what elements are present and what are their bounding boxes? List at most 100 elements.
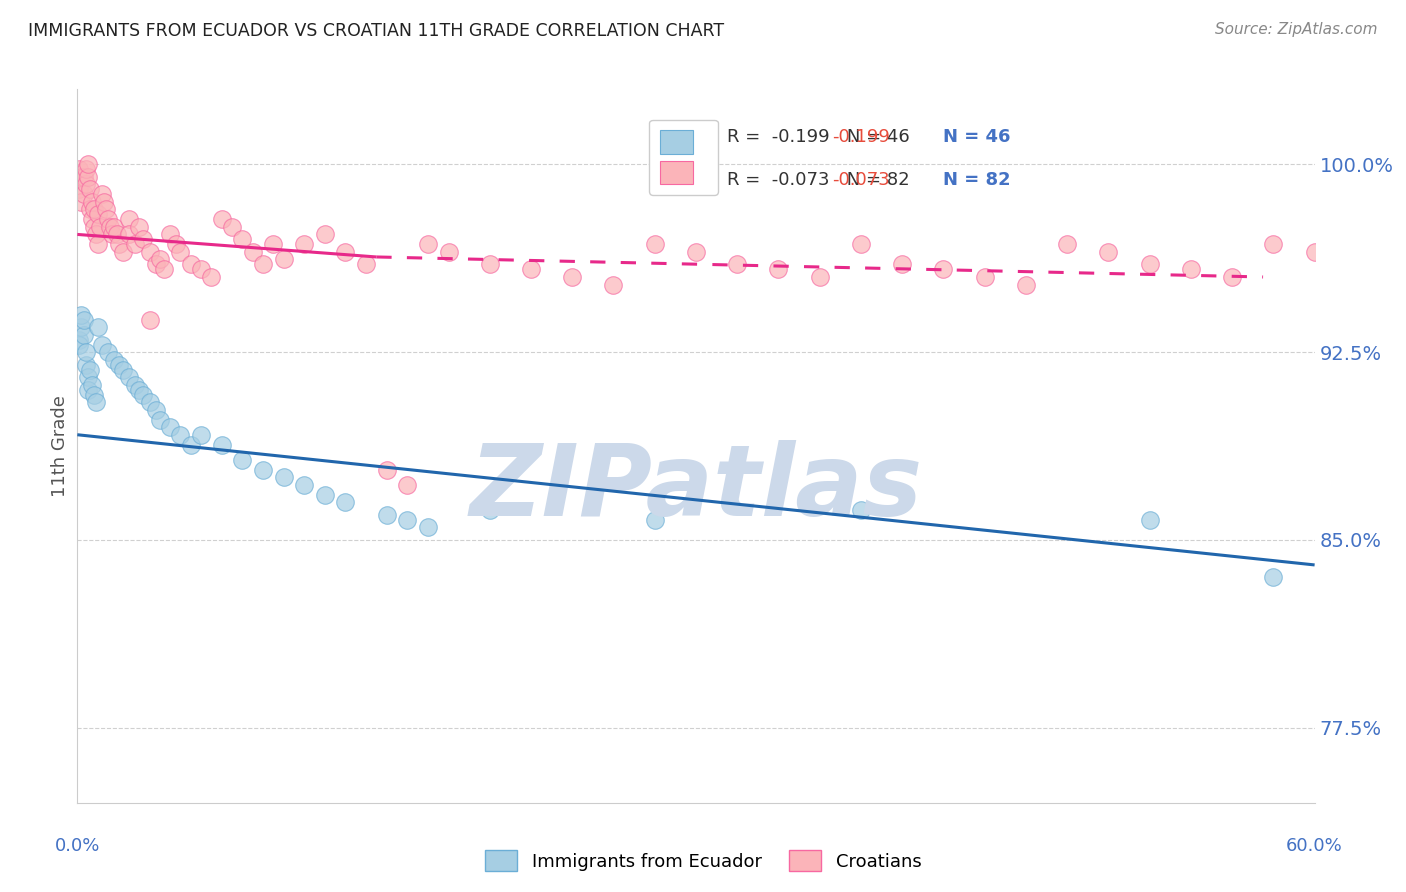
Y-axis label: 11th Grade: 11th Grade	[51, 395, 69, 497]
Point	[211, 438, 233, 452]
Point	[1263, 570, 1285, 584]
Point	[159, 420, 181, 434]
Point	[91, 187, 114, 202]
Point	[83, 202, 105, 217]
Point	[79, 182, 101, 196]
Point	[103, 219, 125, 234]
Point	[396, 478, 419, 492]
Point	[644, 237, 666, 252]
Point	[124, 377, 146, 392]
Point	[1263, 237, 1285, 252]
Point	[644, 513, 666, 527]
Point	[335, 495, 357, 509]
Point	[67, 162, 90, 177]
Point	[76, 383, 98, 397]
Point	[292, 237, 315, 252]
Point	[273, 252, 295, 267]
Point	[1015, 277, 1038, 292]
Point	[70, 308, 93, 322]
Point	[145, 402, 167, 417]
Point	[67, 337, 90, 351]
Point	[165, 237, 187, 252]
Point	[314, 227, 336, 242]
Point	[128, 383, 150, 397]
Point	[375, 508, 398, 522]
Point	[149, 413, 172, 427]
Text: -0.199: -0.199	[832, 128, 890, 146]
Point	[132, 232, 155, 246]
Point	[478, 503, 501, 517]
Point	[72, 187, 94, 202]
Point	[252, 463, 274, 477]
Point	[153, 262, 176, 277]
Text: R =  -0.199   N = 46: R = -0.199 N = 46	[727, 128, 910, 146]
Point	[132, 387, 155, 401]
Point	[200, 270, 222, 285]
Point	[105, 227, 128, 242]
Point	[1056, 237, 1078, 252]
Point	[80, 194, 103, 209]
Point	[416, 520, 439, 534]
Point	[1220, 270, 1243, 285]
Point	[437, 244, 460, 259]
Point	[231, 452, 253, 467]
Point	[145, 257, 167, 271]
Point	[87, 207, 110, 221]
Point	[89, 219, 111, 234]
Point	[75, 358, 97, 372]
Point	[190, 262, 212, 277]
Point	[231, 232, 253, 246]
Point	[87, 320, 110, 334]
Point	[128, 219, 150, 234]
Point	[478, 257, 501, 271]
Point	[118, 227, 141, 242]
Point	[1303, 244, 1326, 259]
Point	[1139, 513, 1161, 527]
Point	[520, 262, 543, 277]
Text: 60.0%: 60.0%	[1286, 837, 1343, 855]
Point	[335, 244, 357, 259]
Point	[111, 244, 134, 259]
Point	[72, 312, 94, 326]
Point	[72, 169, 94, 184]
Text: 0.0%: 0.0%	[55, 837, 100, 855]
Point	[72, 327, 94, 342]
Point	[354, 257, 377, 271]
Point	[103, 352, 125, 367]
Text: Source: ZipAtlas.com: Source: ZipAtlas.com	[1215, 22, 1378, 37]
Point	[91, 337, 114, 351]
Point	[685, 244, 707, 259]
Point	[138, 395, 160, 409]
Point	[725, 257, 748, 271]
Point	[891, 257, 914, 271]
Point	[252, 257, 274, 271]
Text: IMMIGRANTS FROM ECUADOR VS CROATIAN 11TH GRADE CORRELATION CHART: IMMIGRANTS FROM ECUADOR VS CROATIAN 11TH…	[28, 22, 724, 40]
Point	[96, 202, 118, 217]
Point	[221, 219, 243, 234]
Point	[70, 320, 93, 334]
Point	[602, 277, 624, 292]
Point	[273, 470, 295, 484]
Point	[808, 270, 831, 285]
Point	[849, 503, 872, 517]
Point	[190, 427, 212, 442]
Point	[973, 270, 995, 285]
Point	[80, 212, 103, 227]
Point	[101, 227, 124, 242]
Point	[76, 370, 98, 384]
Point	[67, 333, 90, 347]
Point	[1139, 257, 1161, 271]
Point	[138, 312, 160, 326]
Point	[124, 237, 146, 252]
Point	[118, 370, 141, 384]
Text: -0.073: -0.073	[832, 171, 890, 189]
Point	[79, 362, 101, 376]
Text: N = 82: N = 82	[943, 171, 1011, 189]
Point	[159, 227, 181, 242]
Point	[118, 212, 141, 227]
Point	[138, 244, 160, 259]
Point	[849, 237, 872, 252]
Point	[396, 513, 419, 527]
Point	[79, 202, 101, 217]
Point	[83, 219, 105, 234]
